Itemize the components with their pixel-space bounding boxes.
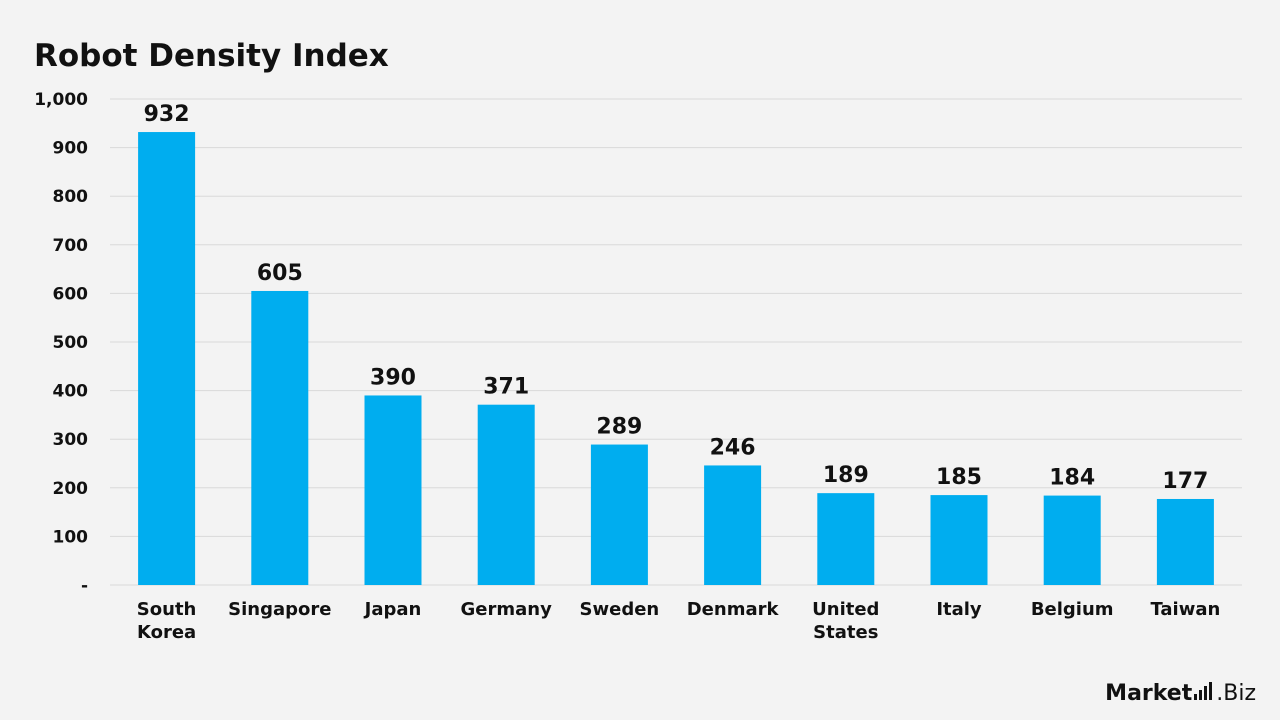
data-label: 189 xyxy=(823,463,869,488)
y-axis: - 100 200 300 400 500 600 700 800 900 1,000 xyxy=(34,90,88,596)
bar-chart-icon xyxy=(1194,682,1214,700)
bar xyxy=(1043,495,1101,585)
x-tick-label: Japan xyxy=(363,599,422,620)
x-tick-label: Belgium xyxy=(1031,599,1114,620)
bars xyxy=(138,132,1214,585)
data-label: 289 xyxy=(596,415,642,440)
y-tick-label: 200 xyxy=(53,479,89,499)
x-tick-label: States xyxy=(813,622,878,643)
x-tick-label: Korea xyxy=(137,622,196,643)
bar xyxy=(251,290,309,585)
y-tick-label: 1,000 xyxy=(34,90,88,110)
data-label: 371 xyxy=(483,375,529,400)
y-tick-label: - xyxy=(81,576,88,596)
data-label: 605 xyxy=(257,261,303,286)
bar xyxy=(704,465,762,585)
chart-title: Robot Density Index xyxy=(34,38,389,74)
x-tick-label: Taiwan xyxy=(1150,599,1220,620)
x-tick-label: Singapore xyxy=(228,599,331,620)
bar xyxy=(930,495,988,585)
brand-logo: Market .Biz xyxy=(1105,681,1256,706)
brand-suffix: .Biz xyxy=(1216,681,1256,706)
data-label: 246 xyxy=(710,435,756,460)
bar xyxy=(590,444,648,585)
data-label: 390 xyxy=(370,365,416,390)
data-label: 932 xyxy=(144,102,190,127)
bar xyxy=(364,395,422,585)
y-tick-label: 100 xyxy=(53,527,89,547)
x-tick-label: Italy xyxy=(936,599,982,620)
y-tick-label: 800 xyxy=(53,187,89,207)
x-tick-label: Sweden xyxy=(580,599,660,620)
x-tick-label: Germany xyxy=(461,599,553,620)
y-tick-label: 600 xyxy=(53,284,89,304)
data-label: 185 xyxy=(936,465,982,490)
data-label: 184 xyxy=(1049,466,1095,491)
data-labels: 932 605 390 371 289 246 189 185 184 177 xyxy=(144,102,1209,494)
y-tick-label: 500 xyxy=(53,333,89,353)
brand-name: Market xyxy=(1105,681,1193,706)
y-tick-label: 300 xyxy=(53,430,89,450)
y-tick-label: 700 xyxy=(53,236,89,256)
bar xyxy=(477,404,535,585)
y-tick-label: 400 xyxy=(53,382,89,402)
bar xyxy=(1156,498,1214,585)
data-label: 177 xyxy=(1162,469,1208,494)
x-tick-label: Denmark xyxy=(687,599,780,620)
bar xyxy=(138,132,196,585)
y-tick-label: 900 xyxy=(53,139,89,159)
x-tick-label: United xyxy=(812,599,879,620)
x-tick-label: South xyxy=(137,599,197,620)
bar xyxy=(817,493,875,585)
